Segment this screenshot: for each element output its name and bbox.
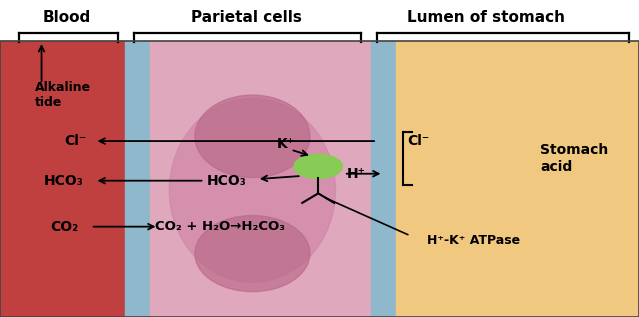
Bar bbox=[371, 41, 396, 317]
Text: Cl⁻: Cl⁻ bbox=[408, 134, 430, 148]
Bar bbox=[0, 41, 125, 317]
Bar bbox=[0, 41, 639, 317]
Text: CO₂ + H₂O→H₂CO₃: CO₂ + H₂O→H₂CO₃ bbox=[155, 220, 286, 233]
Text: Lumen of stomach: Lumen of stomach bbox=[406, 10, 565, 25]
Text: CO₂: CO₂ bbox=[50, 220, 78, 234]
Circle shape bbox=[294, 154, 343, 178]
Text: H⁺-K⁺ ATPase: H⁺-K⁺ ATPase bbox=[427, 234, 520, 248]
Text: Blood: Blood bbox=[43, 10, 91, 25]
Text: Stomach
acid: Stomach acid bbox=[540, 143, 608, 174]
Ellipse shape bbox=[195, 216, 310, 292]
Text: K⁺: K⁺ bbox=[277, 137, 295, 151]
Text: Alkaline
tide: Alkaline tide bbox=[35, 81, 91, 109]
Text: H⁺: H⁺ bbox=[346, 167, 366, 181]
Ellipse shape bbox=[169, 98, 335, 282]
Bar bbox=[125, 41, 150, 317]
Text: HCO₃: HCO₃ bbox=[44, 174, 84, 188]
Text: Cl⁻: Cl⁻ bbox=[65, 134, 86, 148]
Bar bbox=[150, 41, 371, 317]
Ellipse shape bbox=[195, 95, 310, 178]
Bar bbox=[396, 41, 639, 317]
Text: HCO₃: HCO₃ bbox=[207, 174, 247, 188]
Text: Parietal cells: Parietal cells bbox=[190, 10, 302, 25]
